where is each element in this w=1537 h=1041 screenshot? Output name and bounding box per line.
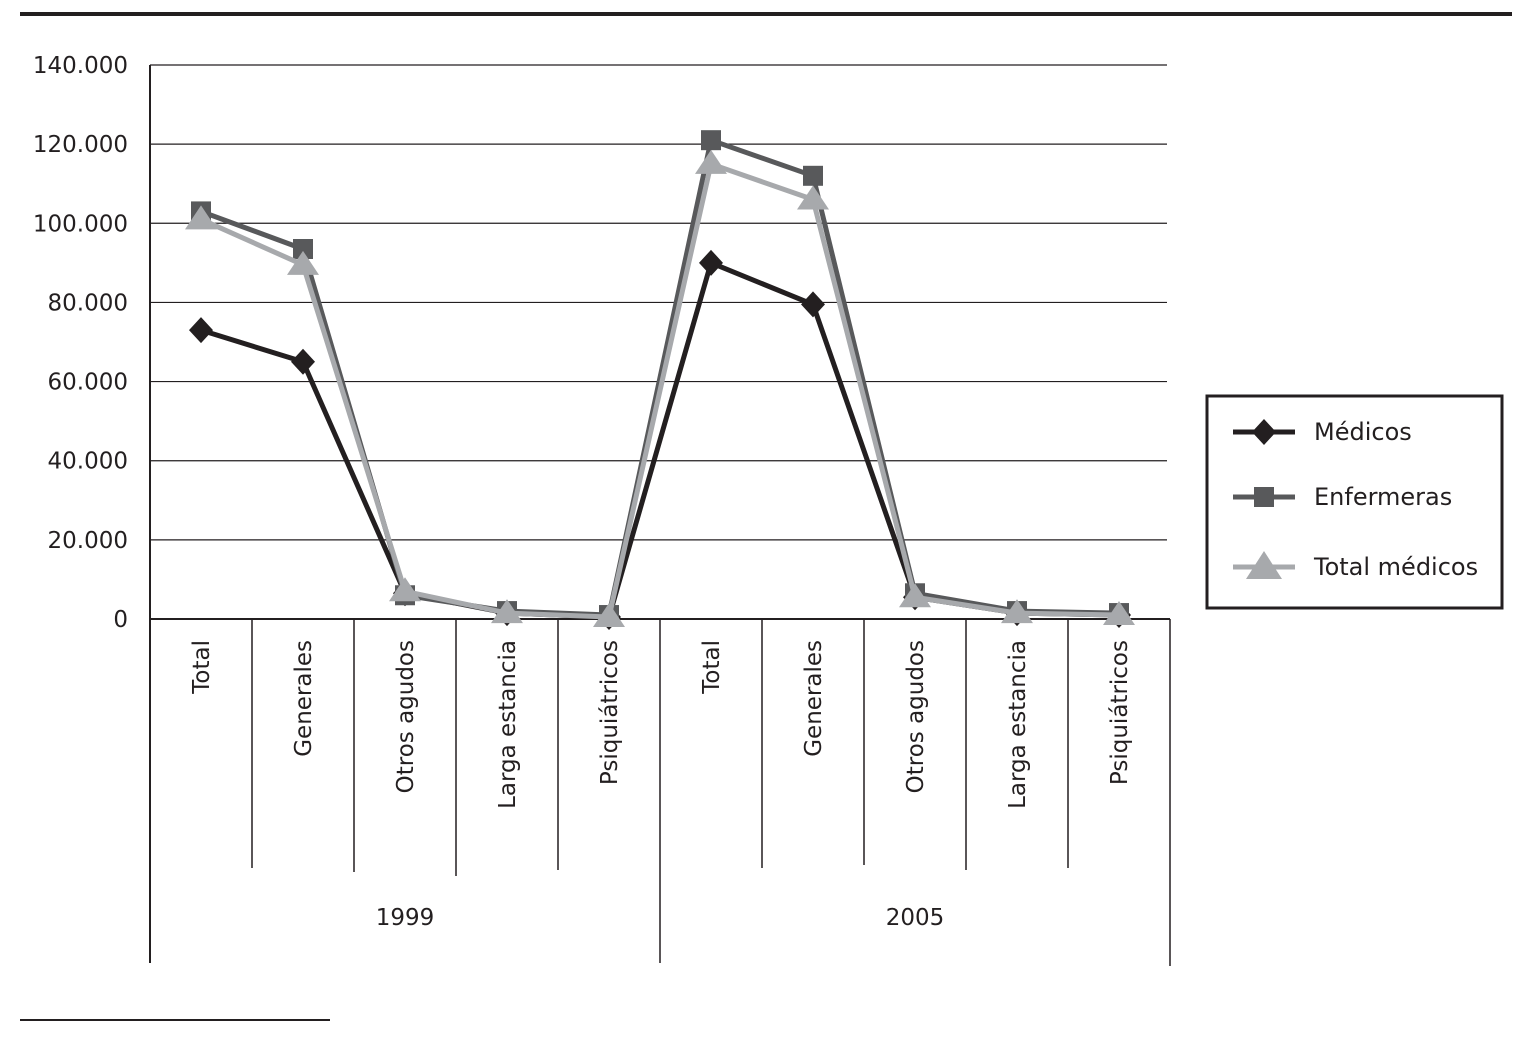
data-point xyxy=(699,249,723,276)
category-label: Otros agudos xyxy=(393,640,419,793)
data-point xyxy=(293,239,313,260)
category-label: Psiquiátricos xyxy=(1107,640,1133,785)
group-label: 1999 xyxy=(376,905,435,931)
data-point xyxy=(491,599,523,624)
data-point xyxy=(185,205,217,230)
series-enfermeras xyxy=(191,130,1129,626)
series-total-medicos xyxy=(185,149,1135,628)
data-point xyxy=(797,185,829,210)
category-label: Total xyxy=(189,640,215,695)
y-tick-label: 140.000 xyxy=(33,53,128,79)
category-label: Larga estancia xyxy=(1005,640,1031,809)
legend-label: Enfermeras xyxy=(1314,483,1452,511)
y-tick-label: 0 xyxy=(113,607,128,633)
group-label: 2005 xyxy=(886,905,945,931)
y-tick-label: 20.000 xyxy=(48,528,128,554)
data-point xyxy=(287,250,319,275)
category-label: Generales xyxy=(801,640,827,757)
data-point xyxy=(1001,599,1033,624)
data-point xyxy=(593,603,625,628)
data-point xyxy=(1103,601,1135,626)
data-point xyxy=(801,291,825,318)
series-line xyxy=(200,260,1120,620)
data-point xyxy=(189,317,213,344)
series-line xyxy=(199,161,1120,620)
data-point xyxy=(291,348,315,375)
y-tick-label: 40.000 xyxy=(48,449,128,475)
legend-label: Total médicos xyxy=(1313,553,1478,581)
legend-marker xyxy=(1252,419,1276,445)
data-point xyxy=(695,149,727,174)
data-point xyxy=(389,577,421,602)
legend: Médicos Enfermeras Total médicos xyxy=(1205,394,1504,610)
legend-label: Médicos xyxy=(1314,418,1412,446)
category-label: Generales xyxy=(291,640,317,757)
legend-marker xyxy=(1254,487,1274,507)
y-tick-label: 100.000 xyxy=(33,211,128,237)
data-point xyxy=(701,130,721,151)
gridlines xyxy=(150,64,1167,541)
series-lines xyxy=(185,130,1135,631)
category-label: Larga estancia xyxy=(495,640,521,809)
data-point xyxy=(803,165,823,186)
axes: 0 20.000 40.000 60.000 80.000 100.000 120.000 1… xyxy=(33,53,1171,966)
category-label: Total xyxy=(699,640,725,695)
y-tick-label: 60.000 xyxy=(48,370,128,396)
category-label: Psiquiátricos xyxy=(597,640,623,785)
y-tick-label: 120.000 xyxy=(33,132,128,158)
legend-marker xyxy=(1246,551,1282,579)
y-tick-label: 80.000 xyxy=(48,290,128,316)
series-medicos xyxy=(189,249,1131,631)
category-label: Otros agudos xyxy=(903,640,929,793)
data-point xyxy=(899,583,931,608)
